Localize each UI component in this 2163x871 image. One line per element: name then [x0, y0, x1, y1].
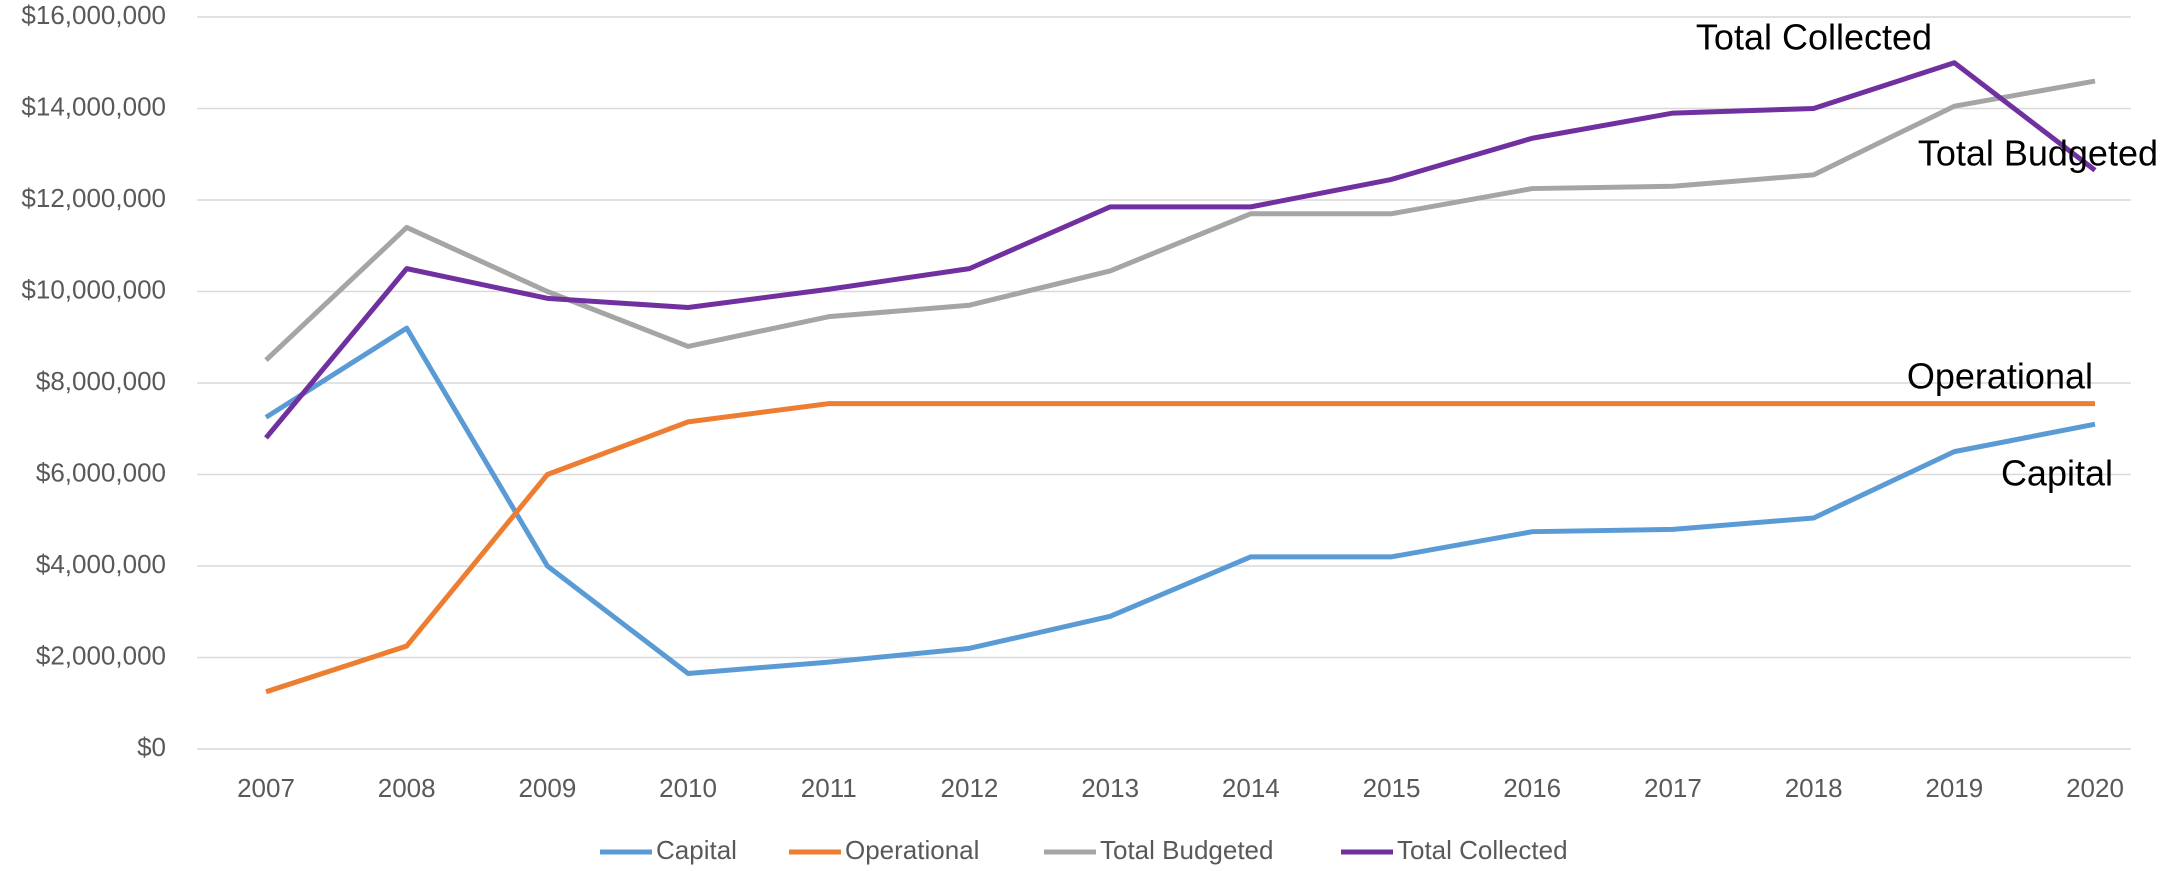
annotation: Capital: [2001, 453, 2113, 494]
legend-label: Operational: [845, 835, 979, 865]
x-tick-label: 2011: [801, 773, 857, 803]
y-tick-label: $4,000,000: [36, 549, 166, 579]
y-tick-label: $12,000,000: [21, 183, 166, 213]
x-tick-label: 2010: [659, 773, 717, 803]
x-tick-label: 2007: [237, 773, 295, 803]
x-tick-label: 2013: [1081, 773, 1139, 803]
legend-label: Total Collected: [1397, 835, 1568, 865]
x-tick-label: 2009: [518, 773, 576, 803]
series-line: [264, 325, 2096, 677]
y-tick-label: $10,000,000: [21, 274, 166, 304]
x-tick-label: 2017: [1644, 773, 1702, 803]
x-tick-label: 2016: [1503, 773, 1561, 803]
y-tick-label: $8,000,000: [36, 366, 166, 396]
y-tick-label: $6,000,000: [36, 457, 166, 487]
y-tick-label: $16,000,000: [21, 0, 166, 30]
y-tick-label: $0: [137, 732, 166, 762]
legend-label: Capital: [656, 835, 737, 865]
legend-label: Total Budgeted: [1100, 835, 1273, 865]
x-tick-label: 2020: [2066, 773, 2124, 803]
y-tick-label: $14,000,000: [21, 91, 166, 121]
x-tick-label: 2008: [378, 773, 436, 803]
series-line: [264, 60, 2097, 440]
annotation: Total Collected: [1696, 17, 1932, 58]
series-line: [265, 401, 2095, 695]
x-tick-label: 2018: [1785, 773, 1843, 803]
x-tick-label: 2014: [1222, 773, 1280, 803]
x-tick-label: 2015: [1363, 773, 1421, 803]
y-tick-label: $2,000,000: [36, 640, 166, 670]
annotation: Total Budgeted: [1918, 133, 2158, 174]
annotation: Operational: [1907, 356, 2093, 397]
x-tick-label: 2019: [1925, 773, 1983, 803]
x-tick-label: 2012: [941, 773, 999, 803]
series-line: [264, 78, 2096, 362]
